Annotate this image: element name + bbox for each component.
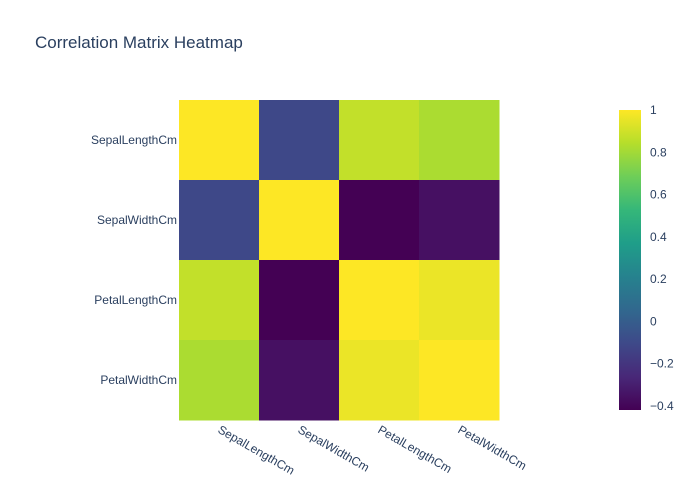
x-tick-label: PetalLengthCm [376,422,455,475]
colorbar: 1 0.8 0.6 0.4 0.2 0 −0.2 −0.4 [619,103,674,413]
colorbar-tick-label: 0.4 [650,230,667,244]
heatmap-cells [179,100,500,421]
x-tick-label: PetalWidthCm [456,422,529,472]
heatmap-cell-SepalWidthCm-PetalLengthCm[interactable] [339,180,420,261]
heatmap-cell-PetalWidthCm-PetalWidthCm[interactable] [419,340,500,421]
chart-title: Correlation Matrix Heatmap [35,33,243,52]
colorbar-tick-label: 1 [650,103,657,117]
heatmap-cell-SepalWidthCm-PetalWidthCm[interactable] [419,180,500,261]
heatmap-cell-SepalWidthCm-SepalLengthCm[interactable] [179,180,260,261]
heatmap-cell-SepalLengthCm-PetalWidthCm[interactable] [419,100,500,181]
colorbar-gradient [619,110,641,410]
colorbar-tick-label: 0.2 [650,272,667,286]
heatmap-cell-SepalWidthCm-SepalWidthCm[interactable] [259,180,340,261]
heatmap-cell-SepalLengthCm-SepalLengthCm[interactable] [179,100,260,181]
y-tick-label: PetalLengthCm [94,293,177,307]
colorbar-tick-label: 0 [650,314,657,328]
y-tick-label: PetalWidthCm [100,373,177,387]
heatmap-cell-PetalWidthCm-SepalWidthCm[interactable] [259,340,340,421]
colorbar-tick-label: −0.4 [650,399,674,413]
heatmap-cell-PetalLengthCm-SepalLengthCm[interactable] [179,260,260,341]
y-tick-label: SepalLengthCm [91,133,177,147]
x-tick-label: SepalWidthCm [296,422,372,474]
colorbar-tick-label: −0.2 [650,357,674,371]
heatmap-cell-PetalLengthCm-PetalWidthCm[interactable] [419,260,500,341]
y-tick-label: SepalWidthCm [97,213,177,227]
heatmap-cell-SepalLengthCm-SepalWidthCm[interactable] [259,100,340,181]
y-axis-tick-labels: SepalLengthCm SepalWidthCm PetalLengthCm Pe… [91,133,177,387]
heatmap-cell-PetalLengthCm-PetalLengthCm[interactable] [339,260,420,341]
colorbar-tick-label: 0.6 [650,188,667,202]
heatmap-cell-PetalWidthCm-SepalLengthCm[interactable] [179,340,260,421]
heatmap-cell-PetalWidthCm-PetalLengthCm[interactable] [339,340,420,421]
colorbar-tick-label: 0.8 [650,145,667,159]
heatmap-cell-SepalLengthCm-PetalLengthCm[interactable] [339,100,420,181]
heatmap-cell-PetalLengthCm-SepalWidthCm[interactable] [259,260,340,341]
x-tick-label: SepalLengthCm [216,422,298,477]
